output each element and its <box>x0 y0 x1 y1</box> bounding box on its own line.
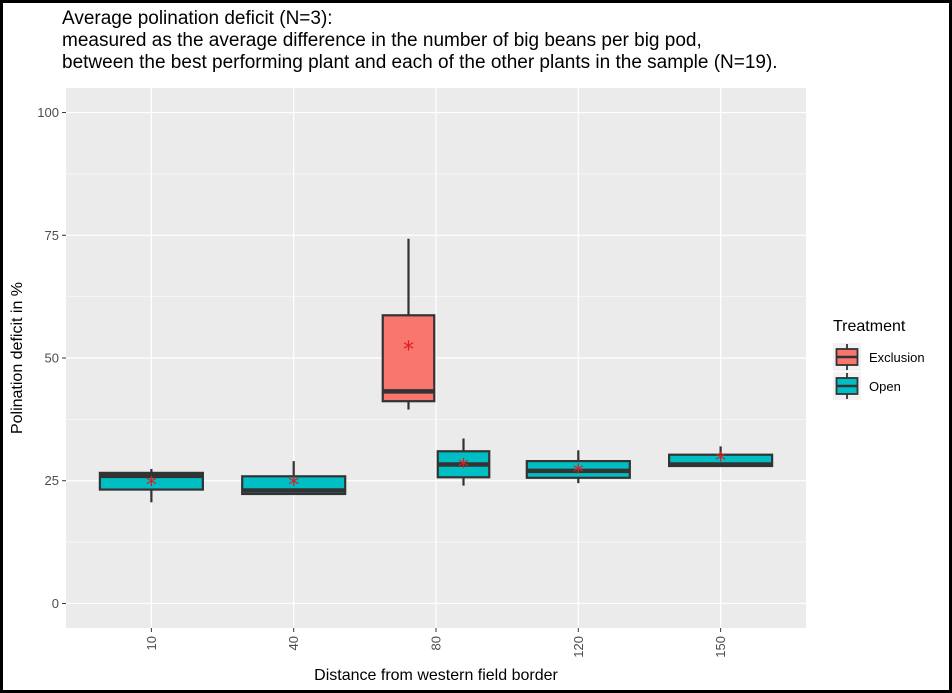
x-tick-label: 120 <box>571 636 586 658</box>
box-layer: * * * * * * <box>98 238 774 503</box>
mean-marker: * <box>715 449 726 474</box>
y-tick-label: 75 <box>45 228 59 243</box>
x-tick-label: 10 <box>144 636 159 650</box>
box-open-150: * <box>668 446 774 474</box>
box-open-40: * <box>241 461 347 499</box>
y-tick-label: 25 <box>45 473 59 488</box>
box-open-80: * <box>436 438 491 486</box>
legend-entry-exclusion: Exclusion <box>833 343 925 371</box>
legend-label: Open <box>869 379 901 394</box>
legend-label: Exclusion <box>869 350 925 365</box>
box-body <box>381 314 436 403</box>
box-open-10: * <box>98 468 204 503</box>
box-open-120: * <box>525 450 631 486</box>
legend: Treatment Exclusion Open <box>833 318 925 400</box>
x-axis-title: Distance from western field border <box>314 667 558 684</box>
legend-title: Treatment <box>833 318 906 335</box>
mean-marker: * <box>403 338 414 363</box>
x-tick-label: 150 <box>713 636 728 658</box>
mean-marker: * <box>288 474 299 499</box>
chart-title: Average polination deficit (N=3): <box>62 8 333 29</box>
chart-subtitle-line-2: between the best performing plant and ea… <box>62 52 778 73</box>
chart-title-block: Average polination deficit (N=3): measur… <box>62 8 778 74</box>
box-exclusion-80: * <box>381 238 436 410</box>
chart-subtitle-line-1: measured as the average difference in th… <box>62 30 702 51</box>
y-axis-title: Polination deficit in % <box>9 282 26 434</box>
mean-marker: * <box>146 474 157 499</box>
x-tick-label: 40 <box>286 636 301 650</box>
axes: 0 25 50 75 100 10 40 80 120 150 <box>37 105 728 658</box>
y-tick-label: 50 <box>45 351 59 366</box>
x-tick-label: 80 <box>429 636 444 650</box>
mean-marker: * <box>458 456 469 481</box>
mean-marker: * <box>573 461 584 486</box>
y-tick-label: 100 <box>37 105 59 120</box>
y-tick-label: 0 <box>52 596 59 611</box>
legend-entry-open: Open <box>833 372 901 400</box>
